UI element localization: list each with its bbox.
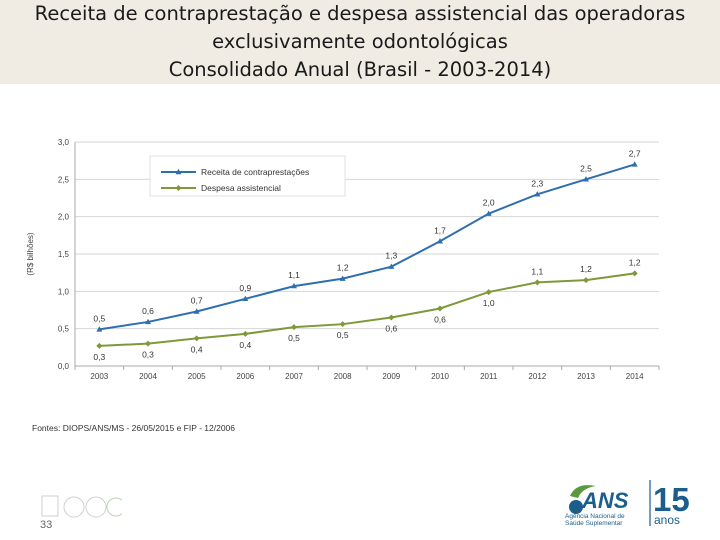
data-label: 2,5 [580,163,592,173]
data-point [437,238,443,244]
ans-subtitle-1: Agência Nacional de [565,513,625,520]
source-note: Fontes: DIOPS/ANS/MS - 26/05/2015 e FIP … [32,423,236,433]
data-label: 0,9 [239,283,251,293]
data-label: 1,1 [531,266,543,276]
data-point [193,335,200,342]
seal-icon [85,496,107,518]
x-tick-label: 2008 [334,372,352,381]
seal-icon [106,497,122,517]
slide-title-line-2: exclusivamente odontológicas [212,30,508,53]
x-tick-label: 2009 [382,372,400,381]
data-point [583,176,589,182]
slide-title-line-1: Receita de contraprestação e despesa ass… [34,2,686,25]
data-point [96,342,103,349]
data-point [242,295,249,301]
x-tick-label: 2014 [626,372,644,381]
y-tick-label: 2,5 [58,175,70,184]
data-point [242,330,249,337]
data-label: 1,0 [483,298,495,308]
data-point [339,275,346,281]
y-tick-label: 3,0 [58,138,70,147]
y-tick-label: 1,5 [58,250,70,259]
data-label: 1,2 [580,264,592,274]
building-seal-icon [41,495,59,517]
data-point [388,263,395,269]
data-point [193,308,200,314]
legend-box [149,155,346,197]
y-tick-label: 0,5 [58,325,70,334]
series-line-1 [99,272,635,347]
data-label: 0,4 [191,344,203,354]
data-point [485,289,492,296]
series-line-0 [99,163,635,331]
ans-logo: ANS Agência Nacional de Saúde Suplementa… [565,480,690,527]
data-point [437,305,443,312]
anniversary-word: anos [654,513,680,527]
footer-seals [41,495,122,518]
data-label: 0,4 [239,340,251,350]
x-tick-label: 2010 [431,372,449,381]
data-label: 0,6 [434,315,446,325]
line-chart: 0,0 0,5 1,0 1,5 2,0 2,5 3,0 2003 2004 2005 2006 200… [26,138,660,381]
ans-brand-text: ANS [581,488,629,513]
data-label: 0,3 [93,352,105,362]
seal-icon [63,496,85,518]
data-label: 0,6 [142,306,154,316]
data-label: 1,2 [337,263,349,273]
legend-label: Receita de contraprestações [201,167,309,177]
x-tick-label: 2004 [139,372,157,381]
data-point [631,161,638,167]
y-axis-label: (R$ bilhões) [26,232,35,275]
data-label: 2,7 [629,148,641,158]
data-point [388,314,395,321]
data-label: 1,3 [385,251,397,261]
data-point [631,270,638,277]
data-label: 1,1 [288,270,300,280]
slide-title-line-3: Consolidado Anual (Brasil - 2003-2014) [168,58,552,81]
legend-marker [175,185,182,191]
legend-marker [175,168,182,175]
data-point [583,277,589,284]
x-tick-label: 2007 [285,372,303,381]
y-tick-label: 1,0 [58,287,70,296]
data-label: 0,5 [288,333,300,343]
data-point [145,340,151,347]
data-point [96,326,103,332]
data-point [534,191,541,197]
legend-label: Despesa assistencial [201,183,281,193]
x-tick-label: 2003 [90,372,108,381]
x-tick-label: 2006 [236,372,254,381]
x-tick-label: 2013 [577,372,595,381]
data-label: 0,7 [191,295,203,305]
page-number: 33 [40,519,53,531]
data-label: 0,3 [142,350,154,360]
data-point [485,210,492,216]
legend: Receita de contraprestações Despesa assis… [149,155,346,197]
y-tick-label: 0,0 [58,362,70,371]
data-point [291,282,297,289]
data-label: 2,3 [531,178,543,188]
ans-swoosh-icon [569,485,596,514]
data-label: 1,2 [629,257,641,267]
title-band [0,0,720,84]
anniversary-number: 15 [653,481,690,518]
x-tick-label: 2005 [188,372,206,381]
data-label: 0,6 [385,323,397,333]
y-tick-label: 2,0 [58,213,70,222]
x-tick-label: 2011 [480,372,498,381]
data-label: 0,5 [93,313,105,323]
data-label: 0,5 [337,330,349,340]
data-point [339,321,346,328]
data-point [291,324,297,331]
data-label: 2,0 [483,198,495,208]
data-point [145,318,151,325]
data-point [534,279,541,286]
x-tick-label: 2012 [528,372,546,381]
data-label: 1,7 [434,225,446,235]
ans-subtitle-2: Saúde Suplementar [565,520,623,527]
